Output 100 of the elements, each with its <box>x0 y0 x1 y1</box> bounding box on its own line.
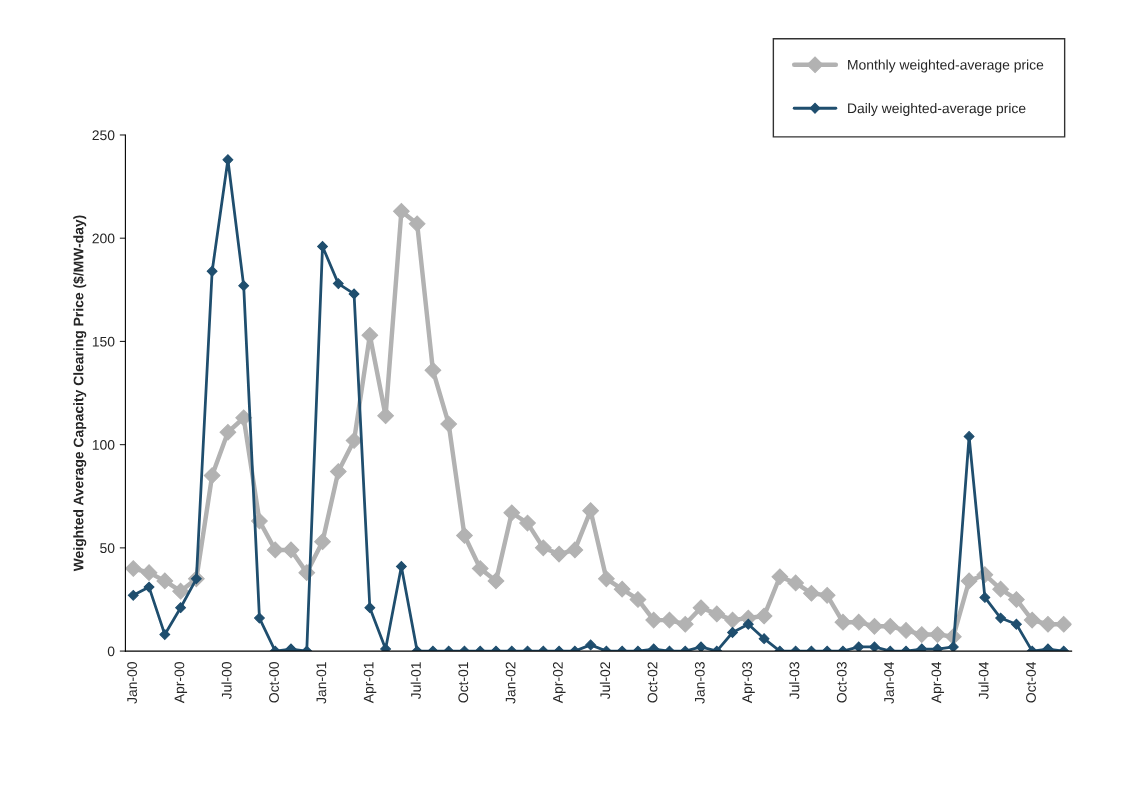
point <box>916 643 928 652</box>
point <box>254 612 265 624</box>
point <box>881 617 899 635</box>
point <box>869 641 880 652</box>
point <box>708 605 726 623</box>
x-tick-label: Oct-02 <box>647 662 658 703</box>
point <box>834 613 852 631</box>
x-tick-label: Jul-01 <box>410 662 421 700</box>
y-tick-label: 100 <box>92 439 115 450</box>
point <box>424 361 442 379</box>
point <box>156 572 174 590</box>
point <box>345 432 363 449</box>
point <box>364 602 376 614</box>
point <box>332 278 344 290</box>
point <box>329 463 347 480</box>
point <box>408 215 426 233</box>
point <box>172 582 189 600</box>
x-tick-label: Jan-00 <box>127 662 138 704</box>
point <box>963 430 975 442</box>
point <box>992 580 1010 598</box>
x-tick-label: Jul-02 <box>599 662 611 700</box>
point <box>787 574 804 592</box>
point <box>206 265 218 277</box>
point <box>995 612 1007 624</box>
x-tick-label: Jul-04 <box>978 661 989 700</box>
point <box>742 618 754 630</box>
point <box>692 599 710 617</box>
point <box>1010 618 1022 630</box>
point <box>947 641 959 652</box>
point <box>613 580 631 598</box>
point <box>1042 643 1054 652</box>
point <box>140 564 158 582</box>
point <box>395 561 407 572</box>
point <box>143 581 155 593</box>
y-tick-label: 250 <box>92 130 115 141</box>
point <box>771 568 789 586</box>
point <box>818 586 836 604</box>
point <box>159 629 171 640</box>
x-tick-label: Apr-03 <box>742 662 755 704</box>
point <box>676 615 694 633</box>
point <box>913 626 931 643</box>
y-tick-label: 50 <box>100 543 115 554</box>
point <box>755 607 773 625</box>
point <box>456 527 473 544</box>
point <box>727 627 738 638</box>
point <box>566 541 584 559</box>
legend-label: Monthly weighted-average price <box>848 59 1044 73</box>
point <box>238 280 250 292</box>
point <box>866 617 883 635</box>
point <box>629 591 647 608</box>
point <box>203 467 221 484</box>
point <box>519 514 536 532</box>
point <box>598 570 615 588</box>
point <box>317 241 328 252</box>
point <box>487 572 505 590</box>
point <box>850 613 868 631</box>
x-tick-label: Apr-02 <box>552 662 566 704</box>
y-tick-label: 200 <box>92 233 115 244</box>
point <box>585 639 597 651</box>
x-tick-label: Oct-04 <box>1026 661 1036 703</box>
point <box>661 611 678 629</box>
point <box>960 572 978 590</box>
point <box>932 643 943 652</box>
x-tick-label: Jan-04 <box>884 661 894 704</box>
x-tick-label: Jul-03 <box>789 662 800 700</box>
point <box>125 560 142 577</box>
point <box>235 409 253 427</box>
x-tick-label: Jan-02 <box>505 662 516 704</box>
point <box>758 633 770 645</box>
point <box>534 539 552 557</box>
legend-label: Daily weighted-average price <box>848 103 1026 116</box>
x-tick-label: Apr-00 <box>174 662 188 704</box>
point <box>929 626 946 643</box>
y-axis-title: Weighted Average Capacity Clearing Price ($/MW-day) <box>73 215 87 572</box>
point <box>979 591 991 603</box>
point <box>285 643 297 652</box>
x-tick-label: Oct-01 <box>458 662 469 703</box>
point <box>803 584 820 602</box>
point <box>471 560 489 577</box>
point <box>1008 591 1025 608</box>
point <box>314 533 331 551</box>
point <box>1023 611 1041 629</box>
point <box>550 545 568 563</box>
point <box>440 415 458 433</box>
point <box>695 641 707 652</box>
point <box>724 611 741 629</box>
x-tick-label: Jan-03 <box>694 662 705 704</box>
x-tick-label: Jan-01 <box>316 662 327 704</box>
point <box>897 622 915 639</box>
x-tick-label: Apr-01 <box>363 662 377 704</box>
x-tick-label: Oct-03 <box>836 662 847 703</box>
point <box>503 504 521 522</box>
point <box>853 641 865 652</box>
point <box>175 602 187 614</box>
point <box>380 643 392 652</box>
point <box>1055 615 1072 633</box>
point <box>219 423 237 441</box>
point <box>648 643 660 652</box>
y-tick-label: 150 <box>92 336 115 347</box>
point <box>348 288 360 300</box>
